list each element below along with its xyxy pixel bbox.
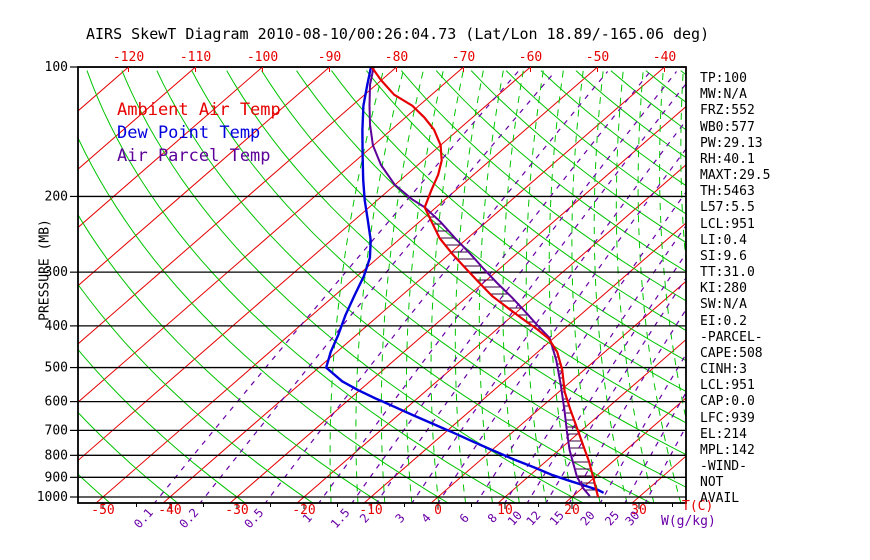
top-temp-tick-label: -60 [519, 50, 542, 65]
legend-dew-point-temp: Dew Point Temp [117, 123, 261, 143]
legend-air-parcel-temp: Air Parcel Temp [117, 146, 271, 166]
pressure-tick-label: 700 [45, 423, 68, 438]
plot-border [77, 66, 687, 504]
mixing-ratio-tick-label: 25 [602, 508, 622, 528]
pressure-tick-label: 800 [45, 448, 68, 463]
bottom-temp-tick-label: -30 [225, 503, 248, 518]
dew-point-curve [324, 67, 605, 494]
bottom-temp-tick-label: 20 [564, 503, 580, 518]
pressure-tick-label: 300 [45, 265, 68, 280]
pressure-tick-label: 1000 [37, 490, 68, 505]
pressure-tick-label: 900 [45, 470, 68, 485]
bottom-temp-tick-label: 30 [631, 503, 647, 518]
chart-title: AIRS SkewT Diagram 2010-08-10/00:26:04.7… [86, 25, 710, 43]
plot-grid [78, 67, 686, 503]
top-temp-tick-label: -50 [586, 50, 609, 65]
top-temp-tick-label: -110 [180, 50, 211, 65]
bottom-temp-tick-label: -40 [158, 503, 181, 518]
pressure-tick-label: 500 [45, 361, 68, 376]
top-temp-tick-label: -70 [452, 50, 475, 65]
pressure-tick-label: 100 [45, 60, 68, 75]
mixing-ratio-axis-unit-label: W(g/kg) [661, 514, 716, 529]
legend-ambient-air-temp: Ambient Air Temp [117, 100, 281, 120]
pressure-tick-label: 200 [45, 189, 68, 204]
bottom-temp-tick-label: 10 [497, 503, 513, 518]
mixing-ratio-tick-label: 20 [578, 508, 598, 528]
top-temp-tick-label: -120 [113, 50, 144, 65]
mixing-ratio-tick-label: 4 [419, 511, 434, 526]
top-temp-tick-label: -100 [247, 50, 278, 65]
pressure-tick-label: 400 [45, 319, 68, 334]
top-temp-tick-label: -90 [318, 50, 341, 65]
temperature-axis-unit-label: T(C) [682, 499, 714, 514]
top-temp-tick-label: -80 [385, 50, 408, 65]
top-temp-tick-label: -40 [653, 50, 676, 65]
mixing-ratio-tick-label: 6 [457, 511, 472, 526]
bottom-temp-tick-label: -10 [359, 503, 382, 518]
mixing-ratio-tick-label: 0.1 [131, 506, 156, 531]
ambient-temp-curve [370, 67, 600, 498]
pressure-tick-label: 600 [45, 395, 68, 410]
bottom-temp-tick-label: 0 [434, 503, 442, 518]
air-parcel-curve [368, 67, 591, 497]
mixing-ratio-tick-label: 1.5 [328, 506, 353, 531]
pressure-axis-label: PRESSURE (MB) [37, 219, 53, 321]
bottom-temp-tick-label: -20 [292, 503, 315, 518]
mixing-ratio-tick-label: 3 [392, 511, 407, 526]
mixing-ratio-tick-label: 12 [523, 508, 543, 528]
bottom-temp-tick-label: -50 [91, 503, 114, 518]
